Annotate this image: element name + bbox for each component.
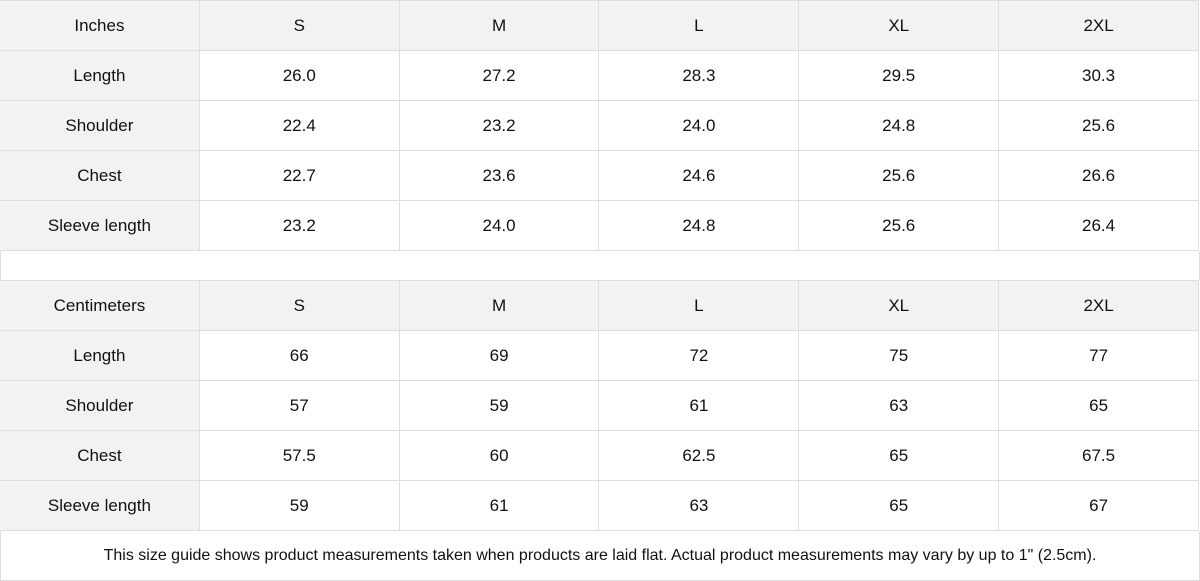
column-header: S (198, 0, 400, 51)
table-cell: 23.2 (398, 100, 600, 151)
column-header: M (398, 0, 600, 51)
table-cell: 26.0 (198, 50, 400, 101)
table-row: Chest 22.7 23.6 24.6 25.6 26.6 (0, 150, 1199, 201)
table-cell: 24.6 (598, 150, 800, 201)
table-row: Sleeve length 23.2 24.0 24.8 25.6 26.4 (0, 200, 1199, 251)
table-cell: 57.5 (198, 430, 400, 481)
row-label: Shoulder (0, 380, 200, 431)
table-row: Shoulder 22.4 23.2 24.0 24.8 25.6 (0, 100, 1199, 151)
table-cell: 26.4 (998, 200, 1199, 251)
table-cell: 61 (598, 380, 800, 431)
column-header: Centimeters (0, 280, 200, 331)
table-cell: 63 (798, 380, 1000, 431)
table-cell: 67 (998, 480, 1199, 531)
table-cell: 63 (598, 480, 800, 531)
row-label: Length (0, 330, 200, 381)
table-cell: 65 (798, 430, 1000, 481)
table-cell: 62.5 (598, 430, 800, 481)
table-cell: 24.0 (398, 200, 600, 251)
table-row: Chest 57.5 60 62.5 65 67.5 (0, 430, 1199, 481)
table-cell: 61 (398, 480, 600, 531)
table-cell: 65 (798, 480, 1000, 531)
table-cell: 65 (998, 380, 1199, 431)
row-label: Sleeve length (0, 480, 200, 531)
table-cell: 22.7 (198, 150, 400, 201)
row-label: Shoulder (0, 100, 200, 151)
table-cell: 23.6 (398, 150, 600, 201)
row-label: Chest (0, 150, 200, 201)
size-guide-note: This size guide shows product measuremen… (0, 531, 1200, 581)
table-cell: 28.3 (598, 50, 800, 101)
table-cell: 66 (198, 330, 400, 381)
table-cell: 27.2 (398, 50, 600, 101)
table-cell: 67.5 (998, 430, 1199, 481)
centimeters-table: Centimeters S M L XL 2XL Length 66 69 72 75 77 Shoul… (0, 280, 1199, 531)
column-header: 2XL (998, 0, 1199, 51)
table-cell: 69 (398, 330, 600, 381)
table-cell: 24.8 (598, 200, 800, 251)
table-cell: 75 (798, 330, 1000, 381)
header-row: Inches S M L XL 2XL (0, 0, 1199, 51)
table-cell: 60 (398, 430, 600, 481)
table-cell: 24.8 (798, 100, 1000, 151)
table-row: Shoulder 57 59 61 63 65 (0, 380, 1199, 431)
row-label: Chest (0, 430, 200, 481)
table-row: Sleeve length 59 61 63 65 67 (0, 480, 1199, 531)
row-label: Sleeve length (0, 200, 200, 251)
table-cell: 26.6 (998, 150, 1199, 201)
column-header: M (398, 280, 600, 331)
column-header: XL (798, 280, 1000, 331)
table-cell: 25.6 (798, 150, 1000, 201)
table-cell: 29.5 (798, 50, 1000, 101)
table-row: Length 26.0 27.2 28.3 29.5 30.3 (0, 50, 1199, 101)
column-header: S (198, 280, 400, 331)
column-header: L (598, 280, 800, 331)
table-cell: 24.0 (598, 100, 800, 151)
column-header: Inches (0, 0, 200, 51)
table-cell: 57 (198, 380, 400, 431)
column-header: XL (798, 0, 1000, 51)
table-cell: 25.6 (998, 100, 1199, 151)
table-cell: 23.2 (198, 200, 400, 251)
table-cell: 77 (998, 330, 1199, 381)
table-cell: 22.4 (198, 100, 400, 151)
table-cell: 25.6 (798, 200, 1000, 251)
header-row: Centimeters S M L XL 2XL (0, 280, 1199, 331)
table-cell: 59 (398, 380, 600, 431)
table-cell: 30.3 (998, 50, 1199, 101)
inches-table: Inches S M L XL 2XL Length 26.0 27.2 28.3 29.5 30.3… (0, 0, 1199, 251)
table-spacer (0, 251, 1200, 280)
table-cell: 72 (598, 330, 800, 381)
table-cell: 59 (198, 480, 400, 531)
row-label: Length (0, 50, 200, 101)
column-header: L (598, 0, 800, 51)
column-header: 2XL (998, 280, 1199, 331)
table-row: Length 66 69 72 75 77 (0, 330, 1199, 381)
